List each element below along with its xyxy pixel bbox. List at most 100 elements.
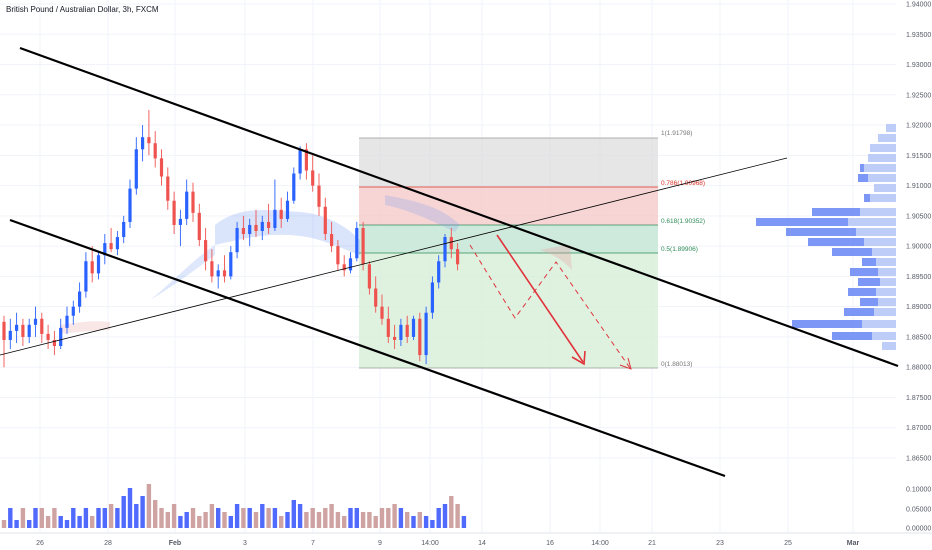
fib-label-0: 0(1.88013) — [661, 361, 692, 368]
candle-body — [159, 158, 164, 177]
volume-bar — [430, 520, 435, 528]
candle-body — [393, 336, 397, 340]
volume-bar — [417, 512, 422, 528]
candle-body — [115, 237, 119, 250]
candle-body — [311, 170, 315, 186]
volume-bar — [234, 504, 240, 528]
candle-body — [21, 324, 25, 337]
candle-body — [33, 318, 38, 325]
volume-bar — [121, 496, 126, 528]
volume-bar — [260, 504, 265, 528]
volume-tick-label: 0.10000 — [906, 487, 931, 494]
candle-body — [109, 243, 113, 250]
vp-bar-light — [862, 320, 896, 328]
volume-tick-label: 0.00000 — [906, 526, 931, 533]
volume-bar — [266, 508, 271, 528]
volume-bar — [58, 516, 63, 528]
volume-bar — [285, 512, 290, 528]
projection-arrows[interactable] — [469, 234, 632, 370]
volume-bar — [140, 496, 145, 528]
fib-zone-gray — [359, 138, 658, 187]
candle-body — [399, 324, 403, 340]
time-tick-label: Mar — [847, 540, 860, 547]
volume-bar — [241, 508, 246, 528]
vp-bar-light — [864, 238, 896, 246]
volume-bar — [203, 512, 208, 528]
candle-body — [153, 143, 157, 159]
volume-bar — [184, 512, 189, 528]
candle-body — [222, 270, 227, 277]
candle-body — [411, 318, 416, 337]
volume-bar — [90, 516, 95, 528]
candle-body — [279, 209, 283, 219]
volume-bar — [272, 508, 278, 528]
volume-bar — [442, 504, 448, 528]
candle-body — [128, 188, 132, 222]
candle-body — [15, 324, 19, 331]
vp-bar-light — [878, 134, 896, 142]
vp-bar-dark — [786, 228, 856, 236]
volume-bar — [304, 512, 309, 528]
trendlines[interactable] — [0, 46, 899, 478]
volume-bar — [153, 500, 158, 528]
price-tick-label: 1.93000 — [906, 62, 931, 69]
vp-bar-light — [874, 184, 896, 192]
candlesticks — [2, 109, 460, 368]
candle-body — [122, 221, 126, 238]
volume-bar — [455, 504, 460, 528]
time-tick-label: 14 — [478, 540, 486, 547]
candle-body — [304, 149, 308, 171]
volume-bar — [96, 508, 101, 528]
volume-bar — [316, 512, 322, 528]
volume-bar — [83, 508, 89, 528]
volume-bar — [127, 488, 133, 528]
candle-body — [323, 206, 327, 235]
time-tick-label: Feb — [169, 540, 181, 547]
candle-body — [235, 227, 239, 253]
thin-trendline — [0, 157, 788, 356]
vp-bar-light — [874, 308, 896, 316]
volume-bar — [71, 508, 76, 528]
volume-bar — [373, 516, 378, 528]
volume-bar — [115, 508, 120, 528]
candle-body — [191, 191, 195, 213]
vp-bar-dark — [860, 164, 864, 172]
candle-body — [260, 221, 264, 231]
candle-body — [210, 261, 214, 277]
cloud-blue-3 — [385, 195, 460, 232]
vp-bar-light — [856, 228, 896, 236]
candle-body — [443, 237, 447, 262]
candle-body — [147, 137, 151, 144]
candle-body — [59, 327, 63, 347]
fib-label-05: 0.5(1.89906) — [661, 246, 698, 253]
volume-bar — [52, 508, 57, 528]
fib-label-0786: 0.786(1.90968) — [661, 180, 705, 187]
price-tick-label: 1.90000 — [906, 244, 931, 251]
volume-bar — [222, 512, 227, 528]
volume-bar — [14, 520, 19, 528]
price-tick-label: 1.91000 — [906, 183, 931, 190]
volume-bar — [134, 504, 139, 528]
candle-body — [65, 315, 69, 328]
candle-body — [336, 246, 340, 265]
volume-bar — [291, 500, 296, 528]
price-tick-label: 1.92000 — [906, 123, 931, 130]
volume-bar — [171, 504, 177, 528]
candle-body — [166, 176, 170, 201]
volume-bar — [423, 516, 429, 528]
vp-bar-dark — [858, 174, 868, 182]
time-tick-label: 9 — [378, 540, 382, 547]
fib-zone-green — [359, 253, 658, 368]
price-tick-label: 1.92500 — [906, 92, 931, 99]
price-tick-label: 1.86500 — [906, 456, 931, 463]
candle-body — [330, 234, 334, 247]
candle-body — [267, 221, 271, 228]
vp-bar-light — [870, 144, 896, 152]
candle-body — [27, 324, 31, 337]
fib-label-0618: 0.618(1.90352) — [661, 218, 705, 225]
time-tick-label: 26 — [36, 540, 44, 547]
vp-bar-dark — [812, 208, 860, 216]
volume-bar — [146, 484, 152, 528]
price-tick-label: 1.88000 — [906, 365, 931, 372]
